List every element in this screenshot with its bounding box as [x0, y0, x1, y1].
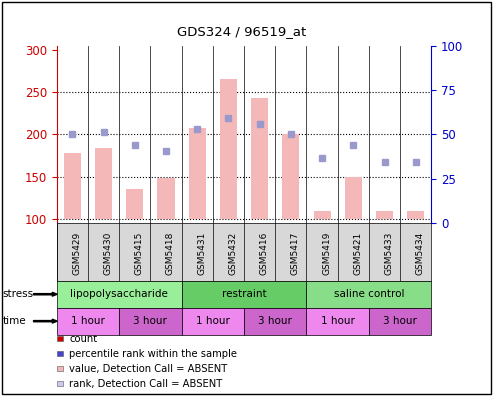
Text: saline control: saline control	[334, 289, 404, 299]
Text: GSM5434: GSM5434	[416, 232, 425, 275]
Text: 3 hour: 3 hour	[258, 316, 292, 326]
Text: 1 hour: 1 hour	[196, 316, 230, 326]
Bar	[407, 211, 424, 219]
Bar	[376, 211, 393, 219]
Text: GSM5416: GSM5416	[260, 232, 269, 275]
Text: 3 hour: 3 hour	[383, 316, 417, 326]
Text: rank, Detection Call = ABSENT: rank, Detection Call = ABSENT	[69, 379, 222, 389]
Text: percentile rank within the sample: percentile rank within the sample	[69, 348, 237, 359]
Bar	[126, 189, 143, 219]
Text: count: count	[69, 333, 97, 344]
Bar	[64, 153, 81, 219]
Text: time: time	[2, 316, 26, 326]
Text: 1 hour: 1 hour	[71, 316, 105, 326]
Bar	[189, 128, 206, 219]
Bar	[157, 178, 175, 219]
Text: GSM5431: GSM5431	[197, 232, 206, 275]
Bar	[345, 177, 362, 219]
Bar	[220, 80, 237, 219]
Text: 1 hour: 1 hour	[321, 316, 354, 326]
Text: GSM5418: GSM5418	[166, 232, 175, 275]
Bar	[95, 148, 112, 219]
Text: GSM5419: GSM5419	[322, 232, 331, 275]
Text: GSM5417: GSM5417	[291, 232, 300, 275]
Bar	[314, 211, 331, 219]
Text: GSM5430: GSM5430	[104, 232, 112, 275]
Bar	[282, 134, 299, 219]
Text: GSM5421: GSM5421	[353, 232, 362, 275]
Bar	[251, 98, 268, 219]
Text: value, Detection Call = ABSENT: value, Detection Call = ABSENT	[69, 364, 227, 374]
Text: lipopolysaccharide: lipopolysaccharide	[70, 289, 168, 299]
Text: GSM5429: GSM5429	[72, 232, 81, 275]
Text: GDS324 / 96519_at: GDS324 / 96519_at	[177, 25, 306, 38]
Text: restraint: restraint	[222, 289, 266, 299]
Text: GSM5433: GSM5433	[385, 232, 393, 275]
Text: GSM5432: GSM5432	[228, 232, 238, 275]
Text: stress: stress	[2, 289, 34, 299]
Text: GSM5415: GSM5415	[135, 232, 144, 275]
Text: 3 hour: 3 hour	[134, 316, 167, 326]
